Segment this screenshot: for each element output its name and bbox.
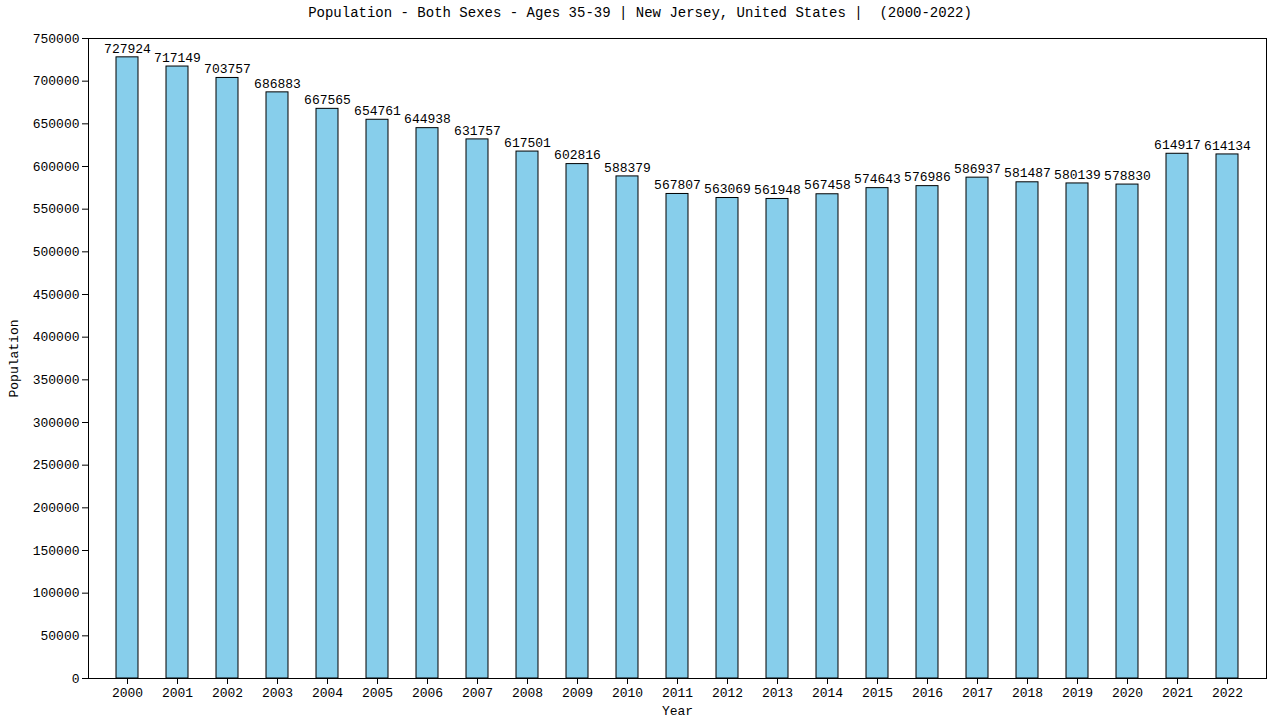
svg-text:2011: 2011 bbox=[662, 686, 693, 701]
svg-text:150000: 150000 bbox=[33, 544, 80, 559]
svg-text:2003: 2003 bbox=[262, 686, 293, 701]
svg-text:550000: 550000 bbox=[33, 202, 80, 217]
svg-text:2002: 2002 bbox=[212, 686, 243, 701]
svg-text:2016: 2016 bbox=[912, 686, 943, 701]
svg-text:580139: 580139 bbox=[1054, 168, 1101, 183]
svg-text:2009: 2009 bbox=[562, 686, 593, 701]
svg-text:2013: 2013 bbox=[762, 686, 793, 701]
svg-text:667565: 667565 bbox=[304, 93, 351, 108]
svg-text:2017: 2017 bbox=[962, 686, 993, 701]
svg-text:500000: 500000 bbox=[33, 245, 80, 260]
svg-text:2001: 2001 bbox=[162, 686, 193, 701]
svg-text:250000: 250000 bbox=[33, 458, 80, 473]
svg-text:2014: 2014 bbox=[812, 686, 843, 701]
svg-text:2021: 2021 bbox=[1162, 686, 1193, 701]
svg-text:574643: 574643 bbox=[854, 172, 901, 187]
svg-text:2004: 2004 bbox=[312, 686, 343, 701]
svg-text:703757: 703757 bbox=[204, 62, 251, 77]
svg-text:2010: 2010 bbox=[612, 686, 643, 701]
svg-text:617501: 617501 bbox=[504, 136, 551, 151]
svg-text:300000: 300000 bbox=[33, 416, 80, 431]
svg-text:614917: 614917 bbox=[1154, 138, 1201, 153]
svg-text:2015: 2015 bbox=[862, 686, 893, 701]
svg-text:2007: 2007 bbox=[462, 686, 493, 701]
svg-text:2005: 2005 bbox=[362, 686, 393, 701]
svg-text:686883: 686883 bbox=[254, 77, 301, 92]
svg-text:561948: 561948 bbox=[754, 183, 801, 198]
svg-text:2012: 2012 bbox=[712, 686, 743, 701]
svg-text:602816: 602816 bbox=[554, 148, 601, 163]
svg-text:578830: 578830 bbox=[1104, 169, 1151, 184]
svg-text:650000: 650000 bbox=[33, 117, 80, 132]
svg-text:50000: 50000 bbox=[40, 629, 79, 644]
svg-text:750000: 750000 bbox=[33, 32, 80, 47]
svg-text:654761: 654761 bbox=[354, 104, 401, 119]
html-text:Population - Both Sexes - Ages: Population - Both Sexes - Ages 35-39 | N… bbox=[308, 5, 972, 21]
svg-text:588379: 588379 bbox=[604, 161, 651, 176]
svg-text:586937: 586937 bbox=[954, 162, 1001, 177]
svg-text:0: 0 bbox=[72, 672, 80, 687]
svg-text:614134: 614134 bbox=[1204, 139, 1251, 154]
svg-text:644938: 644938 bbox=[404, 112, 451, 127]
svg-text:567458: 567458 bbox=[804, 178, 851, 193]
svg-text:2022: 2022 bbox=[1212, 686, 1243, 701]
svg-text:350000: 350000 bbox=[33, 373, 80, 388]
svg-text:450000: 450000 bbox=[33, 288, 80, 303]
svg-text:2000: 2000 bbox=[112, 686, 143, 701]
svg-text:700000: 700000 bbox=[33, 74, 80, 89]
svg-text:717149: 717149 bbox=[154, 51, 201, 66]
svg-text:200000: 200000 bbox=[33, 501, 80, 516]
svg-text:2006: 2006 bbox=[412, 686, 443, 701]
svg-text:2008: 2008 bbox=[512, 686, 543, 701]
svg-text:400000: 400000 bbox=[33, 330, 80, 345]
svg-text:631757: 631757 bbox=[454, 124, 501, 139]
svg-text:100000: 100000 bbox=[33, 586, 80, 601]
svg-text:Year: Year bbox=[662, 704, 693, 719]
svg-text:581487: 581487 bbox=[1004, 166, 1051, 181]
svg-text:2020: 2020 bbox=[1112, 686, 1143, 701]
svg-text:Population: Population bbox=[7, 319, 22, 397]
svg-text:727924: 727924 bbox=[104, 41, 151, 56]
svg-text:2018: 2018 bbox=[1012, 686, 1043, 701]
svg-text:2019: 2019 bbox=[1062, 686, 1093, 701]
svg-text:600000: 600000 bbox=[33, 160, 80, 175]
svg-text:567807: 567807 bbox=[654, 178, 701, 193]
svg-text:576986: 576986 bbox=[904, 170, 951, 185]
svg-text:563069: 563069 bbox=[704, 182, 751, 197]
